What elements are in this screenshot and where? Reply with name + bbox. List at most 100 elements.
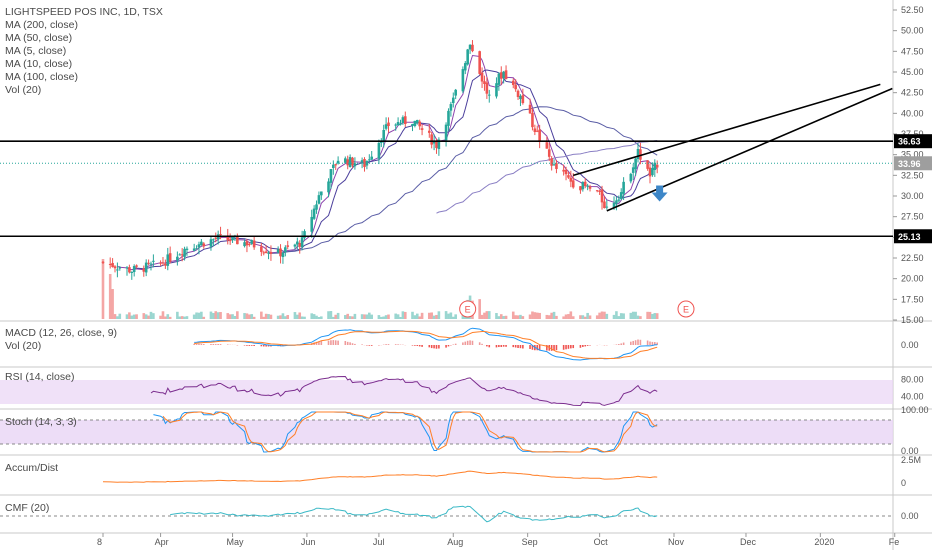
candle-body xyxy=(655,164,659,168)
volume-bar xyxy=(605,313,609,319)
rsi-label[interactable]: RSI (14, close) xyxy=(5,371,75,383)
volume-bar xyxy=(562,316,565,319)
time-tick-label: Sep xyxy=(522,537,538,547)
symbol-title[interactable]: LIGHTSPEED POS INC, 1D, TSX xyxy=(5,6,163,18)
cmf-label[interactable]: CMF (20) xyxy=(5,502,50,514)
volume-bar xyxy=(197,312,201,319)
volume-bar xyxy=(284,316,287,319)
volume-bar xyxy=(622,313,625,319)
volume-bar xyxy=(595,315,599,319)
volume-bar xyxy=(236,311,239,319)
volume-bar xyxy=(276,315,280,319)
volume-bar xyxy=(583,316,587,319)
candle-body xyxy=(547,149,551,157)
indicator-ma100[interactable]: MA (100, close) xyxy=(5,71,78,83)
indicator-ma10[interactable]: MA (10, close) xyxy=(5,58,73,70)
volume-bar xyxy=(418,316,421,319)
resistance-price-label: 36.63 xyxy=(898,137,921,147)
candle-body xyxy=(178,254,182,256)
volume-bar xyxy=(353,313,357,319)
volume-bar xyxy=(420,312,424,319)
volume-bar xyxy=(214,311,218,319)
ma-10-line xyxy=(134,69,658,270)
candle-body xyxy=(317,195,321,204)
volume-bar xyxy=(327,311,330,319)
candle-body xyxy=(135,265,138,267)
volume-bar xyxy=(487,311,491,319)
candle-body xyxy=(267,252,270,254)
accum-tick: 0 xyxy=(901,478,906,488)
macd-vol-label[interactable]: Vol (20) xyxy=(5,340,42,352)
candle-body xyxy=(435,140,438,148)
volume-bar xyxy=(547,315,551,319)
candle-body xyxy=(612,202,616,209)
volume-bar xyxy=(219,312,222,319)
volume-bar xyxy=(655,313,659,319)
candle-body xyxy=(413,120,417,127)
candle-body xyxy=(562,169,565,172)
volume-bar xyxy=(413,315,417,319)
candle-body xyxy=(387,122,390,127)
candle-body xyxy=(368,159,371,161)
volume-bar xyxy=(262,316,266,319)
accum-dist-label[interactable]: Accum/Dist xyxy=(5,462,59,474)
indicator-ma5[interactable]: MA (5, close) xyxy=(5,45,67,57)
candle-body xyxy=(471,44,474,52)
last-price-label-bg xyxy=(894,156,932,171)
candle-body xyxy=(226,236,230,241)
indicator-ma200[interactable]: MA (200, close) xyxy=(5,19,78,31)
volume-bar xyxy=(651,313,654,319)
volume-bar xyxy=(586,312,589,319)
candle-body xyxy=(485,82,489,94)
candle-body xyxy=(344,158,347,163)
price-axis: 52.50 50.00 47.50 45.00 42.50 40.00 37.50 35.00… xyxy=(893,5,932,325)
macd-label[interactable]: MACD (12, 26, close, 9) xyxy=(5,327,118,339)
stoch-label[interactable]: Stoch (14, 3, 3) xyxy=(5,416,77,428)
volume-bar xyxy=(332,316,335,319)
candle-body xyxy=(370,156,374,160)
rsi-tick: 80.00 xyxy=(901,375,924,385)
price-tick-label: 47.50 xyxy=(901,46,924,56)
volume-bar xyxy=(545,314,549,319)
cmf-line xyxy=(170,505,658,523)
earnings-marker-label: E xyxy=(683,305,689,315)
candle-body xyxy=(348,157,352,167)
candle-body xyxy=(384,124,388,129)
candle-body xyxy=(130,271,134,273)
volume-bar xyxy=(269,314,273,319)
candle-body xyxy=(209,239,213,247)
candle-body xyxy=(598,190,601,192)
time-tick-label: Nov xyxy=(668,537,685,547)
candle-body xyxy=(185,248,189,250)
candle-body xyxy=(116,269,119,271)
candle-body xyxy=(437,139,441,150)
volume-bar xyxy=(579,315,582,319)
candle-body xyxy=(629,173,633,182)
candle-body xyxy=(579,186,582,191)
candle-body xyxy=(511,80,515,85)
volume-bar xyxy=(296,314,299,319)
candle-body xyxy=(504,70,508,80)
time-tick-label: 2020 xyxy=(814,537,834,547)
candle-body xyxy=(125,267,129,269)
volume-bar xyxy=(521,316,525,319)
indicator-ma50[interactable]: MA (50, close) xyxy=(5,32,73,44)
resistance-price-label-bg xyxy=(894,134,932,149)
candle-body xyxy=(101,261,105,263)
time-tick-label: Aug xyxy=(447,537,463,547)
volume-bar xyxy=(185,316,189,319)
ma-100-line xyxy=(436,140,658,214)
candle-body xyxy=(161,262,165,264)
volume-bar xyxy=(180,316,184,319)
volume-bar xyxy=(192,314,196,319)
volume-bar xyxy=(550,312,553,319)
volume-bar xyxy=(528,314,532,319)
indicator-vol[interactable]: Vol (20) xyxy=(5,84,42,96)
volume-bar xyxy=(634,311,637,319)
volume-bar xyxy=(159,315,162,319)
volume-bar xyxy=(437,311,441,319)
time-tick-label: Apr xyxy=(155,537,169,547)
down-arrow-icon xyxy=(651,185,668,202)
